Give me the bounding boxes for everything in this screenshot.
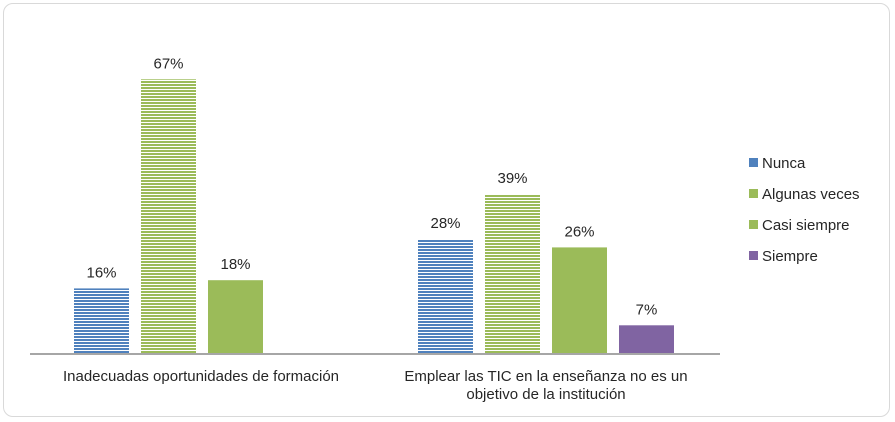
data-label: 28% xyxy=(430,215,460,232)
legend-swatch xyxy=(749,158,758,167)
data-label: 67% xyxy=(153,55,183,72)
bar-1-nunca xyxy=(74,288,129,354)
bar-1-algunas-veces xyxy=(141,79,196,355)
legend-label: Siempre xyxy=(762,248,818,265)
category-label: Inadecuadas oportunidades de formación xyxy=(63,368,339,385)
category-label: objetivo de la institución xyxy=(466,386,625,403)
category-label: Emplear las TIC en la enseñanza no es un xyxy=(404,368,687,385)
legend-label: Algunas veces xyxy=(762,186,860,203)
bar-1-casi-siempre xyxy=(208,280,263,354)
bar-2-casi-siempre xyxy=(552,247,607,354)
legend-swatch xyxy=(749,220,758,229)
legend-label: Nunca xyxy=(762,155,806,172)
legend-label: Casi siempre xyxy=(762,217,850,234)
data-label: 39% xyxy=(497,170,527,187)
legend-swatch xyxy=(749,189,758,198)
bar-2-algunas-veces xyxy=(485,194,540,354)
bar-2-nunca xyxy=(418,239,473,354)
legend-swatch xyxy=(749,251,758,260)
data-label: 26% xyxy=(564,223,594,240)
bar-2-siempre xyxy=(619,325,674,354)
data-label: 16% xyxy=(86,264,116,281)
data-label: 7% xyxy=(636,301,658,318)
data-label: 18% xyxy=(220,256,250,273)
